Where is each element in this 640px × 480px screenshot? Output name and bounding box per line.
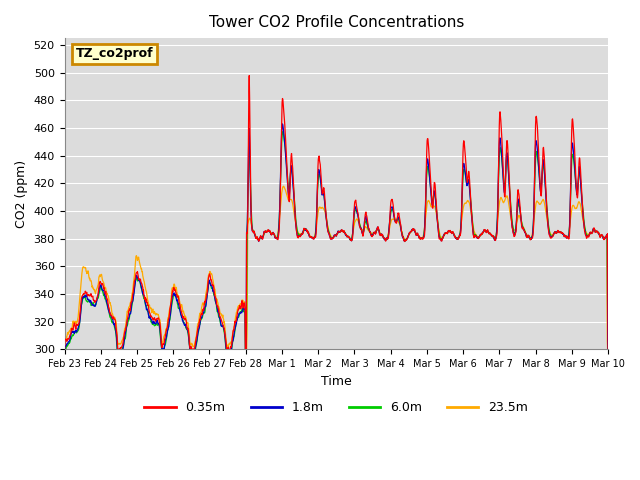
X-axis label: Time: Time <box>321 374 351 387</box>
Y-axis label: CO2 (ppm): CO2 (ppm) <box>15 160 28 228</box>
Legend: 0.35m, 1.8m, 6.0m, 23.5m: 0.35m, 1.8m, 6.0m, 23.5m <box>140 396 533 419</box>
Text: TZ_co2prof: TZ_co2prof <box>76 48 153 60</box>
Title: Tower CO2 Profile Concentrations: Tower CO2 Profile Concentrations <box>209 15 464 30</box>
